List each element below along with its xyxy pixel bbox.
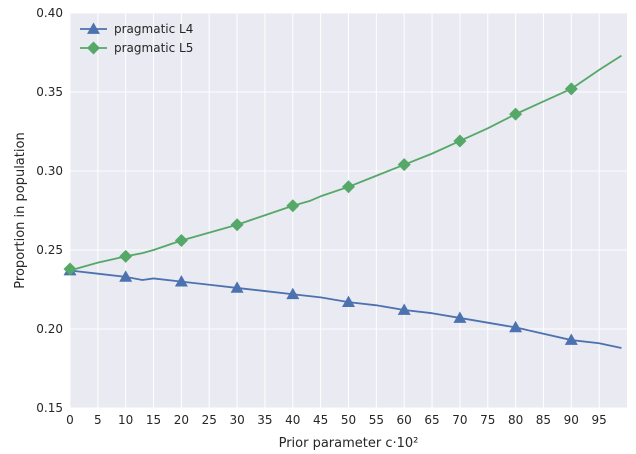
x-tick-label: 35 [257,413,272,427]
triangle-marker [564,333,578,345]
x-tick-label: 0 [66,413,74,427]
x-tick-label: 60 [397,413,412,427]
triangle-marker [397,303,411,315]
diamond-marker [174,234,188,248]
y-tick-label: 0.15 [36,401,63,415]
x-tick-label: 40 [285,413,300,427]
x-tick-label: 15 [146,413,161,427]
diamond-marker [564,82,578,96]
triangle-marker [453,311,467,323]
x-tick-label: 10 [118,413,133,427]
x-tick-label: 5 [94,413,102,427]
diamond-marker [87,41,100,55]
y-tick-label: 0.25 [36,243,63,257]
diamond-marker [119,249,133,263]
x-tick-label: 20 [174,413,189,427]
diamond-marker [453,134,467,148]
series-group [63,54,622,349]
legend: pragmatic L4 pragmatic L5 [80,22,193,55]
legend-label: pragmatic L5 [114,41,193,55]
x-tick-label: 45 [313,413,328,427]
legend-label: pragmatic L4 [114,22,193,36]
x-tick-label: 75 [480,413,495,427]
x-axis-label: Prior parameter c·10² [279,436,419,451]
y-tick-label: 0.20 [36,322,63,336]
legend-item: pragmatic L4 [80,22,193,36]
x-tick-label: 50 [341,413,356,427]
x-tick-label: 85 [536,413,551,427]
x-tick-label: 70 [452,413,467,427]
triangle-marker [509,320,523,333]
x-tick-label: 65 [424,413,439,427]
x-tick-label: 80 [508,413,523,427]
triangle-marker [174,275,188,287]
diamond-marker [286,199,300,213]
x-tick-labels: 0 5 10 15 20 25 30 35 40 45 50 55 60 65 70 75 80 85 90 95 [66,413,607,427]
triangle-marker [119,270,133,282]
x-tick-label: 95 [592,413,607,427]
y-tick-labels: 0.15 0.20 0.25 0.30 0.35 0.40 [36,6,63,415]
triangle-marker [230,281,244,293]
diamond-marker [342,180,355,194]
y-axis-label: Proportion in population [13,132,28,288]
legend-item: pragmatic L5 [80,41,193,55]
series-line [69,54,622,272]
y-tick-label: 0.30 [36,164,63,178]
series-2 [63,54,622,276]
grid-lines [69,12,627,409]
triangle-marker [342,295,355,308]
y-tick-label: 0.40 [36,6,63,20]
series-line [69,269,622,349]
y-tick-label: 0.35 [36,85,63,99]
x-tick-label: 55 [369,413,384,427]
diamond-marker [230,218,244,232]
x-tick-label: 30 [229,413,244,427]
x-tick-label: 25 [202,413,217,427]
triangle-marker [286,287,300,300]
diamond-marker [397,158,411,172]
diamond-marker [63,262,77,276]
x-tick-label: 90 [564,413,579,427]
triangle-marker [87,22,100,34]
diamond-marker [509,107,523,121]
